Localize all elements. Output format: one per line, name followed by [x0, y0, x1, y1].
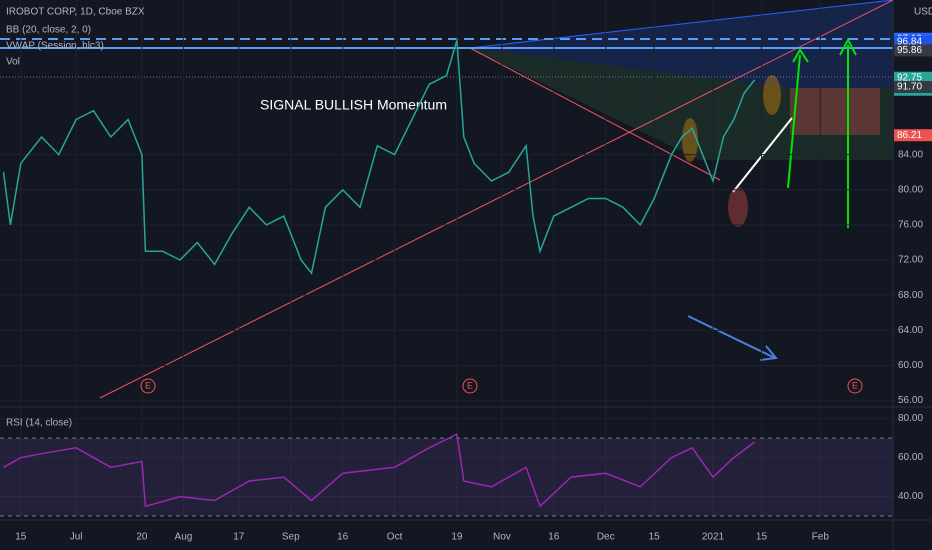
x-tick-label: Oct: [387, 532, 403, 543]
x-tick-label: Aug: [175, 532, 193, 543]
price-label: 86.21: [897, 130, 922, 141]
earnings-marker[interactable]: E: [852, 380, 858, 390]
highlight: [763, 75, 781, 115]
indicator: Vol: [6, 57, 20, 68]
x-tick-label: 17: [233, 532, 245, 543]
indicator: BB (20, close, 2, 0): [6, 25, 91, 36]
x-tick-label: 15: [649, 532, 661, 543]
x-tick-label: 19: [451, 532, 463, 543]
short-zone: [790, 88, 880, 135]
rsi-title: RSI (14, close): [6, 418, 72, 429]
price-label: 96.84: [897, 36, 922, 47]
price-label: 91.70: [897, 82, 922, 93]
green-arrow: [787, 48, 809, 189]
drawings: [0, 0, 894, 518]
x-tick-label: Feb: [812, 532, 830, 543]
x-tick-label: 16: [337, 532, 349, 543]
highlight: [728, 187, 748, 227]
price-label-bg: [894, 44, 932, 57]
y-tick-label: 40.00: [898, 491, 923, 502]
price-line: [2, 40, 756, 275]
x-tick-label: 15: [756, 532, 768, 543]
blue-arrow: [687, 315, 778, 361]
y-tick-label: 76.00: [898, 220, 923, 231]
y-tick-label: 80.00: [898, 184, 923, 195]
annotation: SIGNAL BULLISH Momentum: [260, 97, 447, 113]
earnings-marker[interactable]: E: [145, 380, 151, 390]
y-tick-label: 72.00: [898, 255, 923, 266]
pitchfork-upper: [470, 0, 893, 88]
y-tick-label: 60.00: [898, 360, 923, 371]
x-tick-label: 15: [15, 532, 27, 543]
earnings-icon[interactable]: [462, 378, 478, 394]
price-label-bg: [894, 71, 932, 84]
symbol: IROBOT CORP, 1D, Cboe BZX: [6, 7, 145, 18]
price-label-bg: [894, 80, 932, 93]
x-tick-label: Jul: [70, 532, 83, 543]
rsi-band: [0, 438, 893, 517]
trend-line: [99, 0, 894, 399]
y-tick-label: 60.00: [898, 452, 923, 463]
indicator: VWAP (Session, hlc3): [6, 41, 104, 52]
x-tick-label: 20: [136, 532, 148, 543]
fork-line: [469, 0, 894, 49]
x-tick-label: Nov: [493, 532, 511, 543]
price-label: 95.86: [897, 45, 922, 56]
price-line: [3, 433, 756, 508]
green-arrow: [839, 37, 857, 228]
currency: USD: [914, 7, 932, 18]
x-tick-label: Sep: [282, 532, 300, 543]
x-tick-label: 16: [548, 532, 560, 543]
y-tick-label: 84.00: [898, 149, 923, 160]
price-label-bg: [894, 129, 932, 142]
x-tick-label: 2021: [702, 532, 725, 543]
price-label: 92.75: [897, 72, 922, 83]
y-tick-label: 80.00: [898, 413, 923, 424]
y-tick-label: 56.00: [898, 395, 923, 406]
earnings-marker[interactable]: E: [467, 380, 473, 390]
y-tick-label: 64.00: [898, 325, 923, 336]
pitchfork-mid: [470, 48, 893, 160]
highlight: [682, 118, 698, 162]
earnings-icon[interactable]: [140, 378, 156, 394]
x-tick-label: Dec: [597, 532, 615, 543]
y-tick-label: 68.00: [898, 290, 923, 301]
earnings-icon[interactable]: [847, 378, 863, 394]
fork-handle: [469, 47, 721, 181]
